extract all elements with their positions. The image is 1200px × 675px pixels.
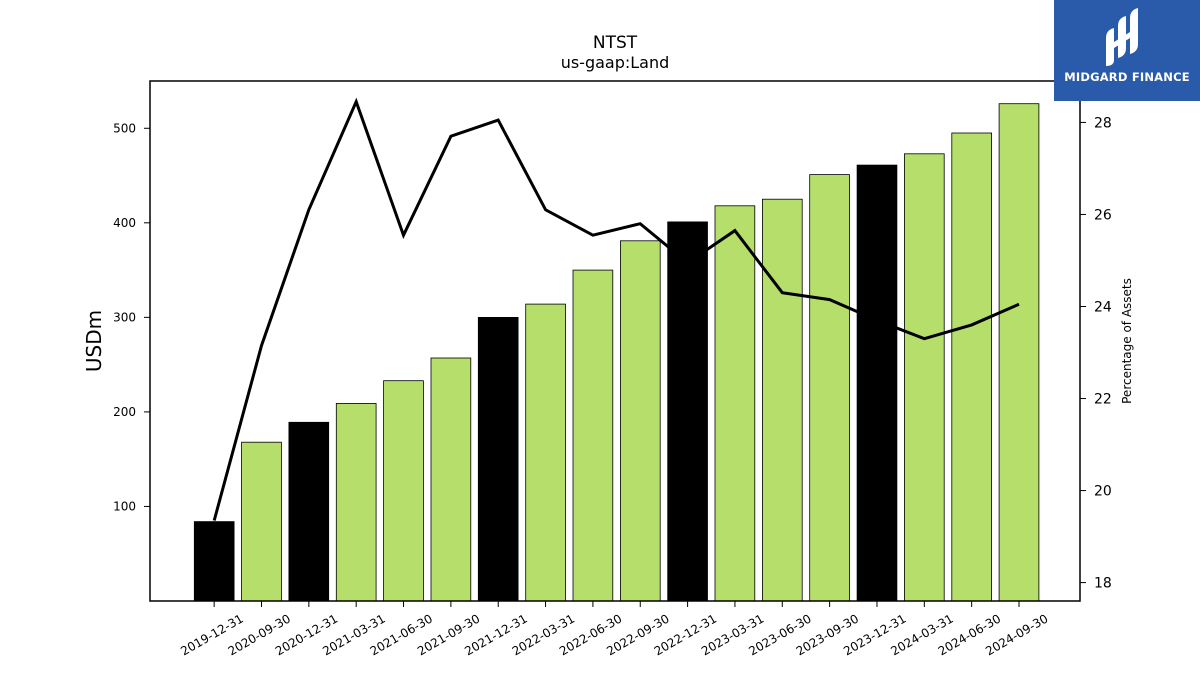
bar-2023-06-30 [762, 198, 803, 602]
bar-2024-03-31 [904, 153, 945, 602]
bar-2023-03-31 [714, 205, 756, 602]
bar-2022-09-30 [620, 240, 661, 602]
bar-2021-03-31 [335, 402, 377, 602]
bar-2022-06-30 [572, 269, 614, 602]
bar-2024-06-30 [951, 132, 992, 602]
chart-title: NTST [593, 33, 638, 53]
y-tick-label: 100 [113, 499, 136, 513]
midgard-finance-logo: MIDGARD FINANCE [1054, 0, 1200, 101]
y2-tick-label: 26 [1094, 207, 1112, 223]
y-axis-label: USDm [82, 310, 106, 372]
y-axis-ticks: 100 200 300 400 500 [113, 121, 150, 513]
y2-axis-label: Percentage of Assets [1120, 278, 1134, 404]
logo-text: MIDGARD FINANCE [1064, 70, 1190, 84]
y2-tick-label: 22 [1094, 392, 1112, 408]
midgard-logo-icon [1106, 8, 1138, 66]
bar-2019-12-31 [193, 521, 235, 602]
axes [149, 80, 1081, 602]
y2-tick-label: 20 [1094, 484, 1112, 500]
bar-2024-09-30 [998, 103, 1040, 602]
y2-tick-label: 28 [1094, 115, 1112, 131]
y2-tick-label: 24 [1094, 299, 1112, 315]
chart-subtitle: us-gaap:Land [561, 53, 670, 72]
bar-2021-09-30 [430, 357, 472, 602]
bar-2023-12-31 [856, 164, 898, 602]
percentage-line [212, 97, 1020, 521]
y-tick-label: 400 [113, 216, 136, 230]
bar-2022-03-31 [525, 303, 566, 602]
y-tick-label: 200 [113, 405, 136, 419]
plot-frame [149, 80, 1081, 602]
bar-2020-12-31 [288, 421, 330, 602]
bar-2021-12-31 [477, 316, 519, 602]
y2-tick-label: 18 [1094, 576, 1112, 592]
y-tick-label: 300 [113, 310, 136, 324]
bar-2023-09-30 [809, 174, 850, 602]
bar-series [193, 103, 1040, 602]
bar-2022-12-31 [667, 221, 708, 602]
line-series [212, 97, 1020, 521]
y2-axis-ticks: 18 20 22 24 26 28 [1080, 115, 1112, 592]
bar-2021-06-30 [383, 380, 424, 602]
y-tick-label: 500 [113, 121, 136, 135]
x-axis-ticks: 2019-12-312020-09-302020-12-312021-03-31… [178, 601, 1051, 658]
bar-2020-09-30 [241, 441, 282, 602]
